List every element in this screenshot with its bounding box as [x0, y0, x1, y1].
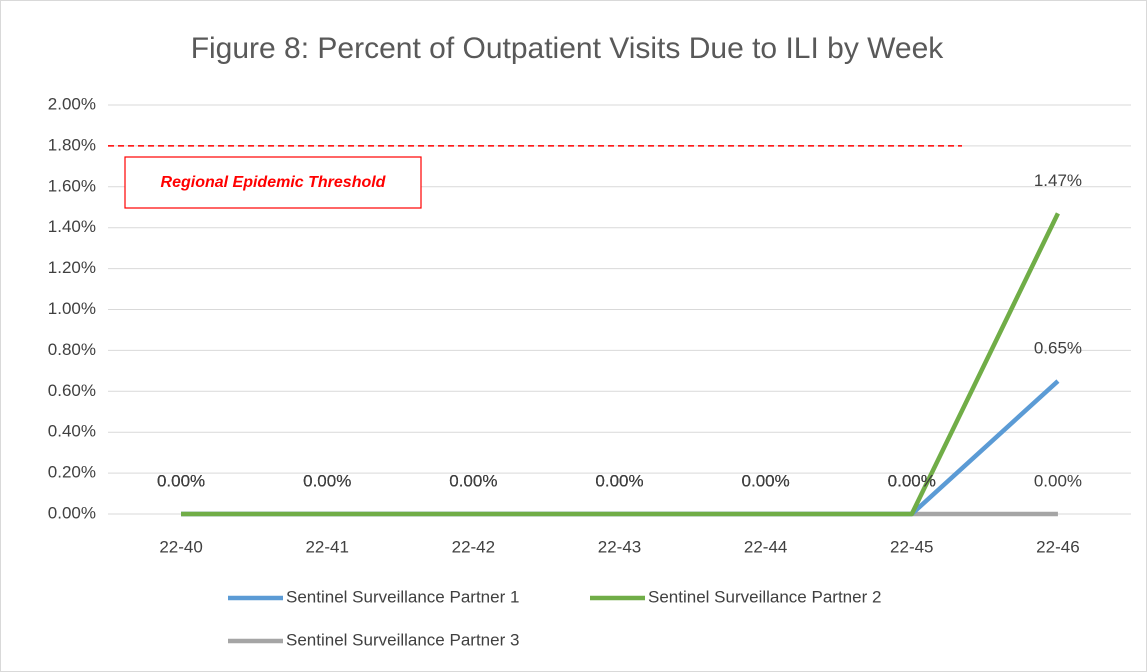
- y-tick-label: 0.60%: [48, 381, 96, 400]
- data-label: 0.00%: [157, 471, 205, 490]
- x-tick-label: 22-46: [1036, 537, 1079, 556]
- x-tick-label: 22-41: [305, 537, 348, 556]
- legend-label: Sentinel Surveillance Partner 1: [286, 587, 519, 606]
- data-label: 0.00%: [449, 471, 497, 490]
- y-tick-label: 1.20%: [48, 258, 96, 277]
- data-label: 0.00%: [742, 471, 790, 490]
- y-tick-label: 2.00%: [48, 94, 96, 113]
- threshold-box: [124, 156, 422, 209]
- x-tick-label: 22-43: [598, 537, 641, 556]
- data-label: 0.00%: [888, 471, 936, 490]
- data-label: 0.00%: [595, 471, 643, 490]
- y-tick-label: 1.80%: [48, 135, 96, 154]
- legend-label: Sentinel Surveillance Partner 2: [648, 587, 881, 606]
- y-tick-label: 0.40%: [48, 422, 96, 441]
- data-label: 0.00%: [742, 471, 790, 490]
- data-label: 0.00%: [157, 471, 205, 490]
- data-label: 0.00%: [1034, 471, 1082, 490]
- data-label: 0.00%: [595, 471, 643, 490]
- y-tick-label: 0.80%: [48, 340, 96, 359]
- data-label: 0.00%: [449, 471, 497, 490]
- data-label: 0.00%: [742, 471, 790, 490]
- y-tick-label: 1.60%: [48, 176, 96, 195]
- legend-label: Sentinel Surveillance Partner 3: [286, 630, 519, 649]
- data-label: 0.00%: [888, 471, 936, 490]
- x-tick-label: 22-45: [890, 537, 933, 556]
- y-tick-label: 1.00%: [48, 299, 96, 318]
- threshold-label: Regional Epidemic Threshold: [161, 174, 387, 191]
- y-tick-label: 1.40%: [48, 217, 96, 236]
- x-tick-label: 22-44: [744, 537, 787, 556]
- data-label: 0.00%: [303, 471, 351, 490]
- x-tick-label: 22-40: [159, 537, 202, 556]
- data-label: 0.00%: [449, 471, 497, 490]
- series-line: [181, 212, 1060, 517]
- y-tick-label: 0.00%: [48, 503, 96, 522]
- y-tick-label: 0.20%: [48, 463, 96, 482]
- data-label: 0.00%: [303, 471, 351, 490]
- chart-title: Figure 8: Percent of Outpatient Visits D…: [191, 32, 945, 65]
- data-label: 0.00%: [303, 471, 351, 490]
- data-label: 1.47%: [1034, 171, 1082, 190]
- x-tick-label: 22-42: [452, 537, 495, 556]
- data-label: 0.00%: [157, 471, 205, 490]
- data-label: 0.00%: [595, 471, 643, 490]
- data-label: 0.00%: [888, 471, 936, 490]
- data-label: 0.65%: [1034, 339, 1082, 358]
